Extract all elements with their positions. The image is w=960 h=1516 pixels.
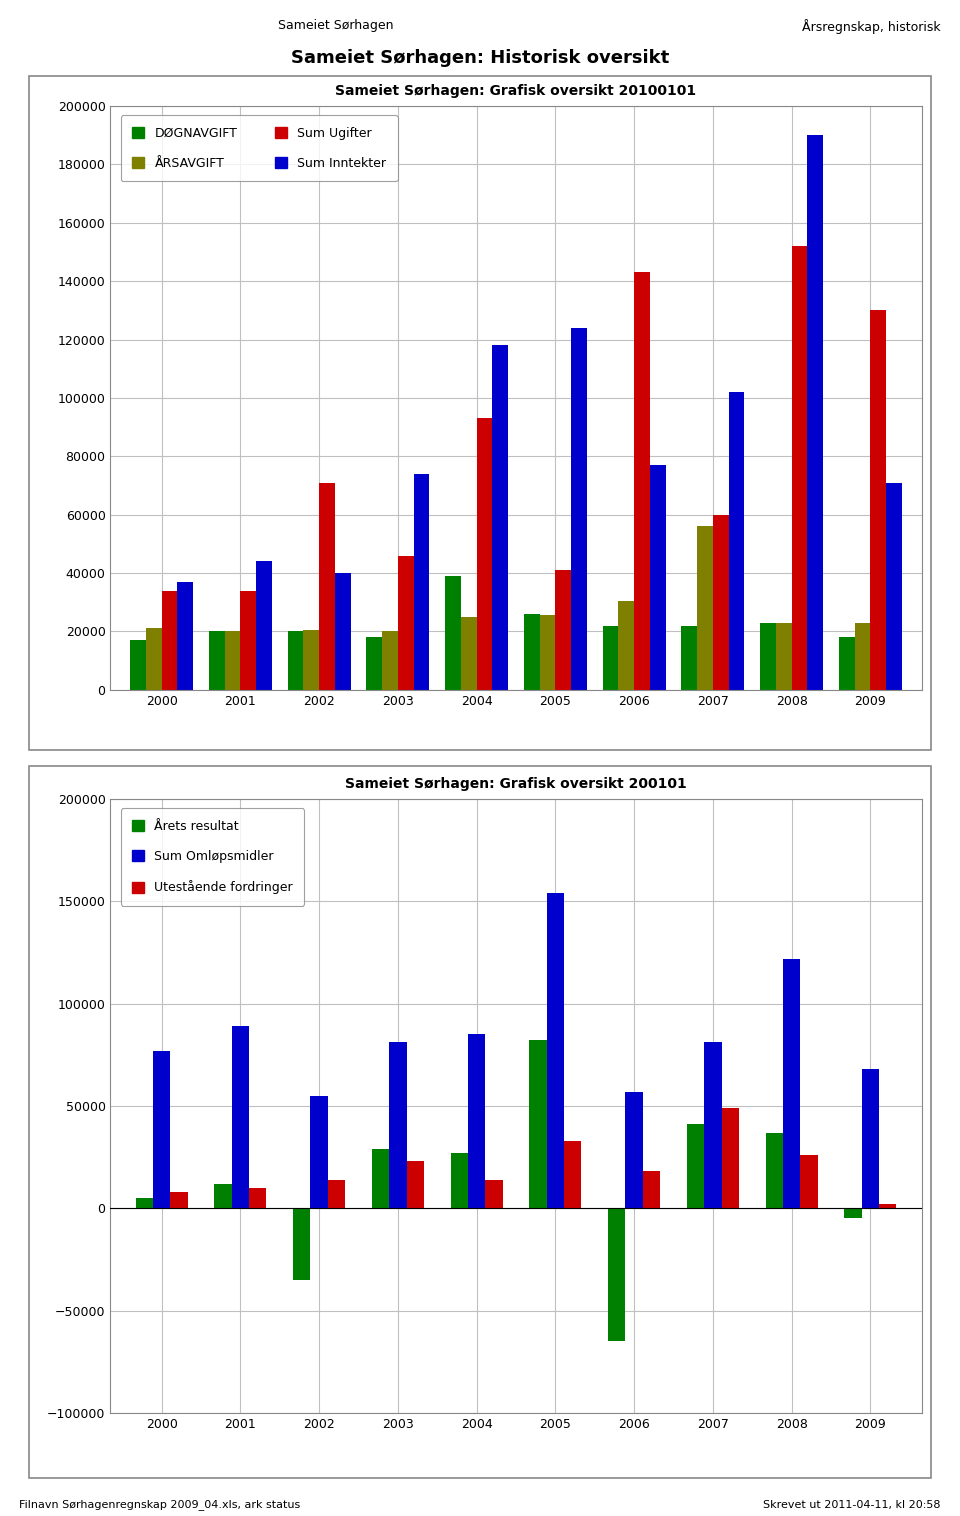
Bar — [135, 1198, 153, 1208]
Bar — [303, 631, 319, 690]
Legend: DØGNAVGIFT, ÅRSAVGIFT, Sum Ugifter, Sum Inntekter: DØGNAVGIFT, ÅRSAVGIFT, Sum Ugifter, Sum … — [121, 115, 397, 182]
Bar — [682, 626, 697, 690]
Title: Sameiet Sørhagen: Grafisk oversikt 200101: Sameiet Sørhagen: Grafisk oversikt 20010… — [346, 776, 686, 791]
Bar — [240, 591, 256, 690]
Bar — [643, 1172, 660, 1208]
Bar — [546, 893, 564, 1208]
Bar — [492, 346, 508, 690]
Bar — [729, 393, 744, 690]
Bar — [256, 561, 272, 690]
Bar — [760, 623, 776, 690]
Bar — [178, 582, 193, 690]
Bar — [879, 1204, 897, 1208]
Bar — [697, 526, 713, 690]
Bar — [608, 1208, 626, 1342]
Bar — [382, 631, 397, 690]
Bar — [540, 615, 556, 690]
Text: Filnavn Sørhagenregnskap 2009_04.xls, ark status: Filnavn Sørhagenregnskap 2009_04.xls, ar… — [19, 1499, 300, 1510]
Bar — [406, 1161, 424, 1208]
Bar — [310, 1096, 327, 1208]
Text: Sameiet Sørhagen: Sameiet Sørhagen — [278, 20, 394, 32]
Bar — [556, 570, 571, 690]
Bar — [486, 1179, 503, 1208]
Bar — [367, 637, 382, 690]
Bar — [845, 1208, 862, 1219]
Bar — [170, 1192, 187, 1208]
Bar — [603, 626, 618, 690]
Bar — [146, 629, 161, 690]
Bar — [288, 631, 303, 690]
Bar — [839, 637, 854, 690]
Bar — [564, 1140, 582, 1208]
Bar — [161, 591, 178, 690]
Bar — [476, 418, 492, 690]
Bar — [626, 1092, 643, 1208]
Bar — [687, 1125, 705, 1208]
Bar — [231, 1026, 249, 1208]
Bar — [618, 600, 635, 690]
Bar — [635, 273, 650, 690]
Bar — [713, 514, 729, 690]
Legend: Årets resultat, Sum Omløpsmidler, Utestående fordringer: Årets resultat, Sum Omløpsmidler, Utestå… — [121, 808, 304, 905]
Bar — [225, 631, 240, 690]
Bar — [722, 1108, 739, 1208]
Text: Årsregnskap, historisk: Årsregnskap, historisk — [803, 20, 941, 33]
Bar — [372, 1149, 389, 1208]
Bar — [886, 482, 901, 690]
Bar — [571, 327, 587, 690]
Bar — [783, 958, 801, 1208]
Bar — [389, 1043, 406, 1208]
Bar — [766, 1132, 783, 1208]
Text: Skrevet ut 2011-04-11, kl 20:58: Skrevet ut 2011-04-11, kl 20:58 — [763, 1499, 941, 1510]
Bar — [871, 311, 886, 690]
Bar — [650, 465, 665, 690]
Bar — [705, 1043, 722, 1208]
Bar — [776, 623, 792, 690]
Bar — [524, 614, 540, 690]
Bar — [335, 573, 350, 690]
Bar — [450, 1154, 468, 1208]
Bar — [807, 135, 823, 690]
Bar — [445, 576, 461, 690]
Bar — [801, 1155, 818, 1208]
Bar — [461, 617, 476, 690]
Bar — [468, 1034, 486, 1208]
Bar — [854, 623, 871, 690]
Bar — [414, 475, 429, 690]
Bar — [153, 1051, 170, 1208]
Title: Sameiet Sørhagen: Grafisk oversikt 20100101: Sameiet Sørhagen: Grafisk oversikt 20100… — [335, 83, 697, 99]
Bar — [327, 1179, 345, 1208]
Bar — [397, 555, 414, 690]
Bar — [249, 1189, 266, 1208]
Bar — [293, 1208, 310, 1280]
Bar — [214, 1184, 231, 1208]
Bar — [319, 482, 335, 690]
Bar — [209, 631, 225, 690]
Text: Sameiet Sørhagen: Historisk oversikt: Sameiet Sørhagen: Historisk oversikt — [291, 49, 669, 67]
Bar — [792, 246, 807, 690]
Bar — [131, 640, 146, 690]
Bar — [862, 1069, 879, 1208]
Bar — [529, 1040, 546, 1208]
